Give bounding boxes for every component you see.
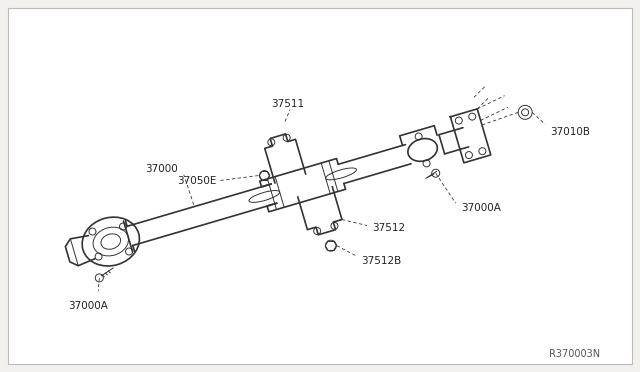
Text: R370003N: R370003N [549,349,600,359]
Text: 37010B: 37010B [550,127,590,137]
Text: 37000: 37000 [145,164,178,174]
Text: 37512: 37512 [372,222,405,232]
Text: 37511: 37511 [271,99,305,109]
Text: 37000A: 37000A [68,301,108,311]
Text: 37512B: 37512B [361,256,401,266]
FancyBboxPatch shape [8,8,632,364]
Text: 37050E: 37050E [177,176,216,186]
Text: 37000A: 37000A [461,203,500,213]
